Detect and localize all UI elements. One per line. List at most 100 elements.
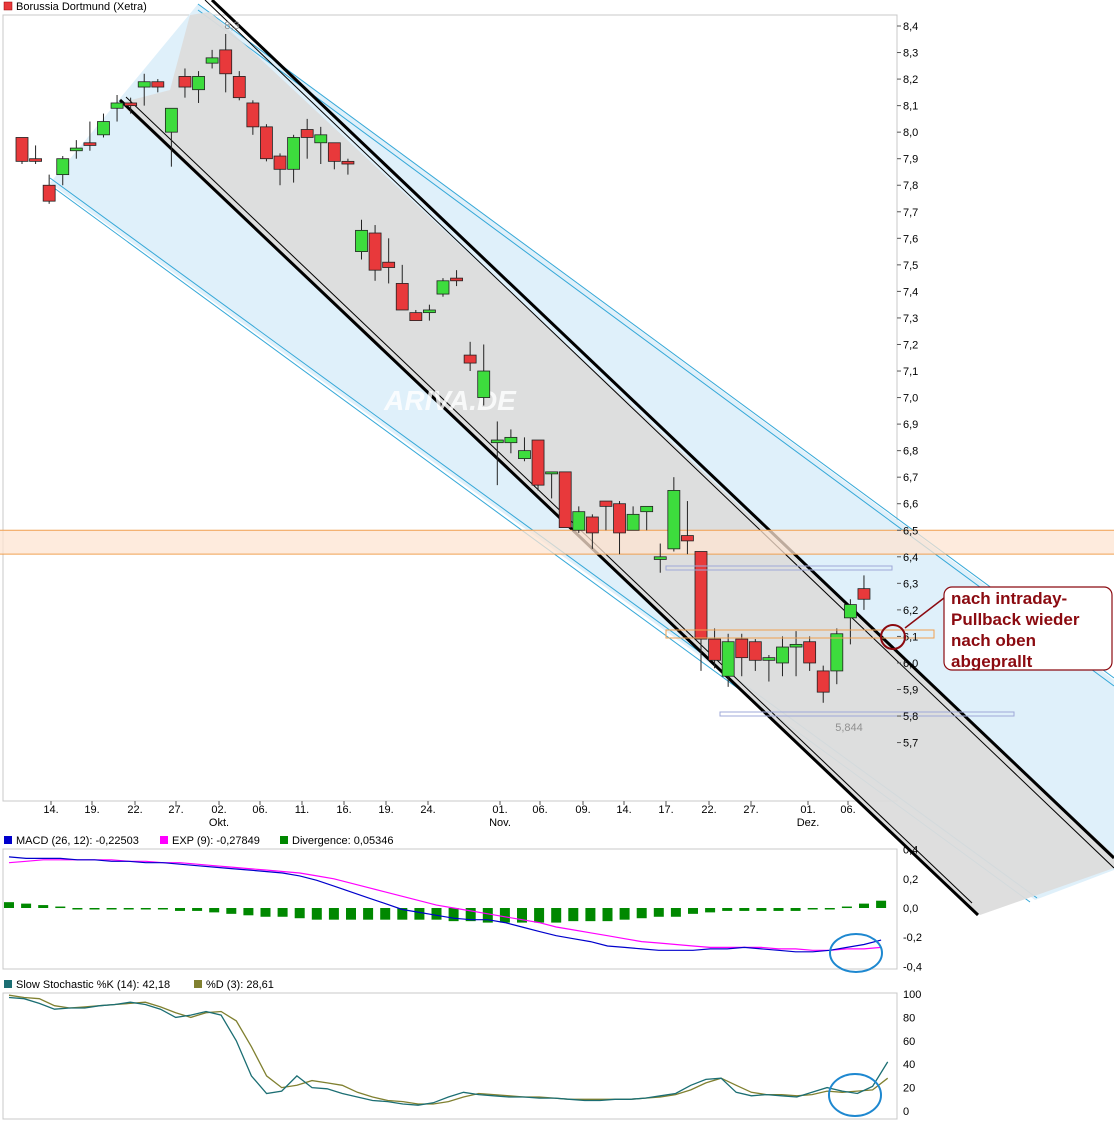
divergence-bar-18 [311, 908, 322, 920]
ref-box-lower [719, 711, 1015, 717]
support-zone-fill [0, 530, 1114, 555]
divergence-bar-50 [859, 903, 869, 908]
divergence-bar-46 [790, 908, 801, 911]
divergence-bar-31 [534, 908, 545, 923]
annotation-line-1: nach intraday- [951, 589, 1067, 608]
price-tick-21: 6,3 [903, 578, 918, 590]
date-label-9: 24. [420, 804, 435, 816]
month-label-0: Okt. [209, 817, 229, 829]
candle-body-42 [585, 516, 599, 534]
divergence-bar-47 [807, 908, 818, 910]
divergence-bar-1 [21, 903, 32, 908]
divergence-bar-5 [89, 908, 100, 910]
candle-body-11 [164, 107, 178, 133]
date-label-13: 14. [616, 804, 631, 816]
candle-body-36 [504, 436, 518, 444]
price-tick-23: 6,1 [903, 631, 918, 643]
high-value-label: 8,3 [224, 20, 239, 32]
ref-box-upper [665, 565, 893, 571]
stoch-tick-2: 60 [903, 1036, 915, 1048]
month-label-1: Nov. [489, 817, 511, 829]
divergence-bar-48 [824, 908, 835, 910]
divergence-bar-15 [260, 908, 271, 917]
candle-body-26 [368, 232, 382, 271]
date-label-17: 01. [800, 804, 815, 816]
stoch-tick-3: 40 [903, 1059, 915, 1071]
divergence-bar-14 [243, 908, 254, 916]
price-tick-18: 6,6 [903, 499, 918, 511]
watermark: ARIVA.DE [383, 385, 517, 416]
stoch-legend-swatch-1 [194, 980, 202, 988]
divergence-bar-49 [841, 906, 852, 909]
outer-upper-line-1 [197, 3, 1114, 679]
price-tick-25: 5,9 [903, 685, 918, 697]
divergence-bar-36 [619, 908, 630, 920]
candle-body-5 [83, 142, 97, 146]
candle-body-54 [748, 641, 762, 661]
stoch-legend: Slow Stochastic %K (14): 42,18 %D (3): 28… [4, 979, 274, 991]
divergence-bar-4 [72, 908, 83, 910]
divergence-bar-45 [773, 908, 784, 911]
stoch-cross-circle [828, 1073, 882, 1117]
candle-body-43 [599, 500, 613, 507]
reference-boxes: 5,844 8,3 [224, 20, 1015, 734]
candle-body-58 [803, 641, 817, 664]
price-tick-4: 8,0 [903, 127, 918, 139]
candle-body-12 [178, 76, 192, 88]
divergence-bar-30 [517, 908, 527, 923]
candle-body-51 [708, 638, 721, 661]
candle-body-41 [572, 511, 586, 531]
candle-body-18 [260, 126, 273, 160]
candle-body-35 [490, 439, 504, 444]
divergence-bar-38 [653, 908, 664, 917]
candle-body-10 [151, 81, 165, 88]
date-label-6: 11. [295, 804, 309, 816]
annotation: nach intraday- Pullback wieder nach oben… [880, 586, 1113, 671]
price-tick-20: 6,4 [903, 552, 918, 564]
divergence-bar-21 [363, 908, 374, 920]
price-tick-15: 6,9 [903, 419, 918, 431]
price-tick-13: 7,1 [903, 366, 918, 378]
divergence-bar-6 [106, 908, 117, 910]
date-label-16: 27. [743, 804, 758, 816]
price-tick-16: 6,8 [903, 446, 918, 458]
candle-body-62 [857, 588, 871, 600]
macd-axis: 0,4 0,2 0,0 -0,2 -0,4 [903, 845, 922, 974]
stoch-plot [8, 994, 889, 1106]
divergence-bar-37 [636, 908, 647, 919]
price-axis: 8,4 8,3 8,2 8,1 8,0 7,9 7,8 7,7 7,6 7,5 7,4 7,3 7,2 7… [897, 21, 918, 750]
candle-body-20 [287, 137, 301, 170]
channel-upper-thin [204, 0, 1114, 869]
candle-body-49 [681, 535, 694, 542]
price-tick-10: 7,4 [903, 286, 918, 298]
stoch-k-line [8, 996, 889, 1106]
date-label-2: 22. [127, 804, 142, 816]
date-label-11: 06. [532, 804, 547, 816]
stoch-axis: 100 80 60 40 20 0 [903, 989, 921, 1118]
candle-body-28 [395, 283, 409, 311]
outer-upper-line-2 [197, 9, 1114, 687]
macd-legend: MACD (26, 12): -0,22503 EXP (9): -0,27849… [4, 835, 394, 847]
divergence-bar-35 [602, 908, 613, 922]
date-label-1: 19. [84, 804, 99, 816]
macd-legend-swatch-0 [4, 836, 12, 844]
date-label-15: 22. [701, 804, 716, 816]
divergence-bar-9 [157, 908, 168, 910]
macd-legend-label-1: EXP (9): -0,27849 [172, 835, 260, 847]
divergence-bar-51 [876, 900, 887, 908]
candle-body-55 [762, 657, 776, 661]
divergence-bar-7 [123, 908, 134, 910]
candle-body-24 [341, 160, 355, 165]
candle-body-1 [29, 158, 42, 162]
candle-body-16 [232, 76, 246, 99]
macd-tick-4: -0,4 [903, 961, 922, 973]
divergence-bar-23 [397, 908, 408, 920]
candle-body-4 [69, 147, 83, 152]
divergence-bar-26 [448, 908, 459, 922]
annotation-pointer [904, 597, 945, 629]
divergence-bar-39 [670, 908, 681, 917]
annotation-line-2: Pullback wieder [951, 610, 1080, 629]
macd-legend-swatch-1 [160, 836, 168, 844]
